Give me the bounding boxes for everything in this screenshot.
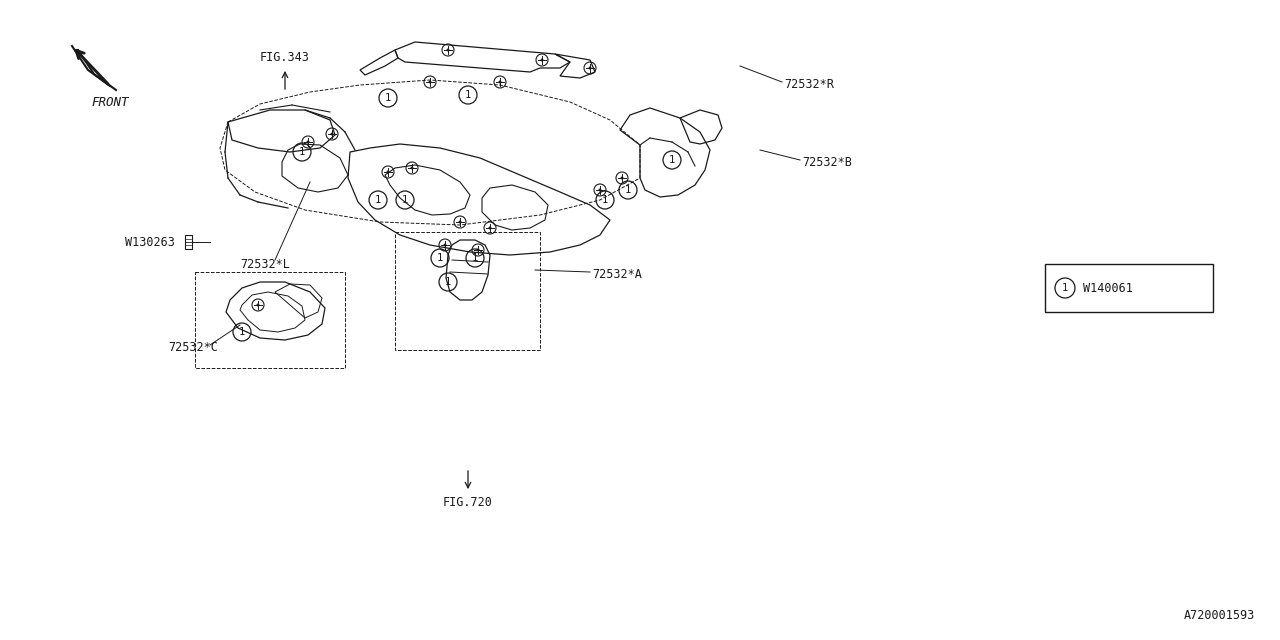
Text: 1: 1 bbox=[445, 277, 451, 287]
Text: 1: 1 bbox=[298, 147, 305, 157]
Bar bbox=[1044, 264, 1213, 312]
Text: 72532*L: 72532*L bbox=[241, 257, 289, 271]
Text: 1: 1 bbox=[625, 185, 631, 195]
Circle shape bbox=[429, 81, 431, 83]
Text: FIG.720: FIG.720 bbox=[443, 496, 493, 509]
Circle shape bbox=[540, 58, 544, 61]
Text: 72532*A: 72532*A bbox=[593, 268, 641, 280]
Text: 1: 1 bbox=[239, 327, 246, 337]
Circle shape bbox=[306, 141, 310, 143]
Text: 72532*C: 72532*C bbox=[168, 340, 218, 353]
Text: 1: 1 bbox=[1062, 283, 1068, 293]
Text: FRONT: FRONT bbox=[91, 96, 129, 109]
Bar bbox=[186, 235, 192, 249]
Text: 1: 1 bbox=[402, 195, 408, 205]
Circle shape bbox=[476, 248, 480, 252]
Circle shape bbox=[489, 227, 492, 230]
Text: 1: 1 bbox=[375, 195, 381, 205]
Text: 1: 1 bbox=[669, 155, 675, 165]
Text: 72532*B: 72532*B bbox=[803, 156, 852, 168]
Text: 1: 1 bbox=[472, 253, 479, 263]
Circle shape bbox=[498, 81, 502, 83]
Circle shape bbox=[599, 189, 602, 191]
Text: 1: 1 bbox=[465, 90, 471, 100]
Circle shape bbox=[330, 132, 334, 136]
Text: 1: 1 bbox=[385, 93, 392, 103]
Circle shape bbox=[411, 166, 413, 170]
Text: W140061: W140061 bbox=[1083, 282, 1133, 294]
Circle shape bbox=[621, 177, 623, 179]
Text: 72532*R: 72532*R bbox=[785, 77, 833, 90]
Circle shape bbox=[447, 49, 449, 51]
Text: FIG.343: FIG.343 bbox=[260, 51, 310, 64]
Text: A720001593: A720001593 bbox=[1184, 609, 1254, 622]
Circle shape bbox=[443, 243, 447, 246]
Text: 1: 1 bbox=[602, 195, 608, 205]
Circle shape bbox=[589, 67, 591, 70]
Circle shape bbox=[256, 303, 260, 307]
Text: 1: 1 bbox=[436, 253, 443, 263]
Text: W130263: W130263 bbox=[125, 236, 175, 248]
Circle shape bbox=[387, 170, 389, 173]
Circle shape bbox=[458, 221, 462, 223]
